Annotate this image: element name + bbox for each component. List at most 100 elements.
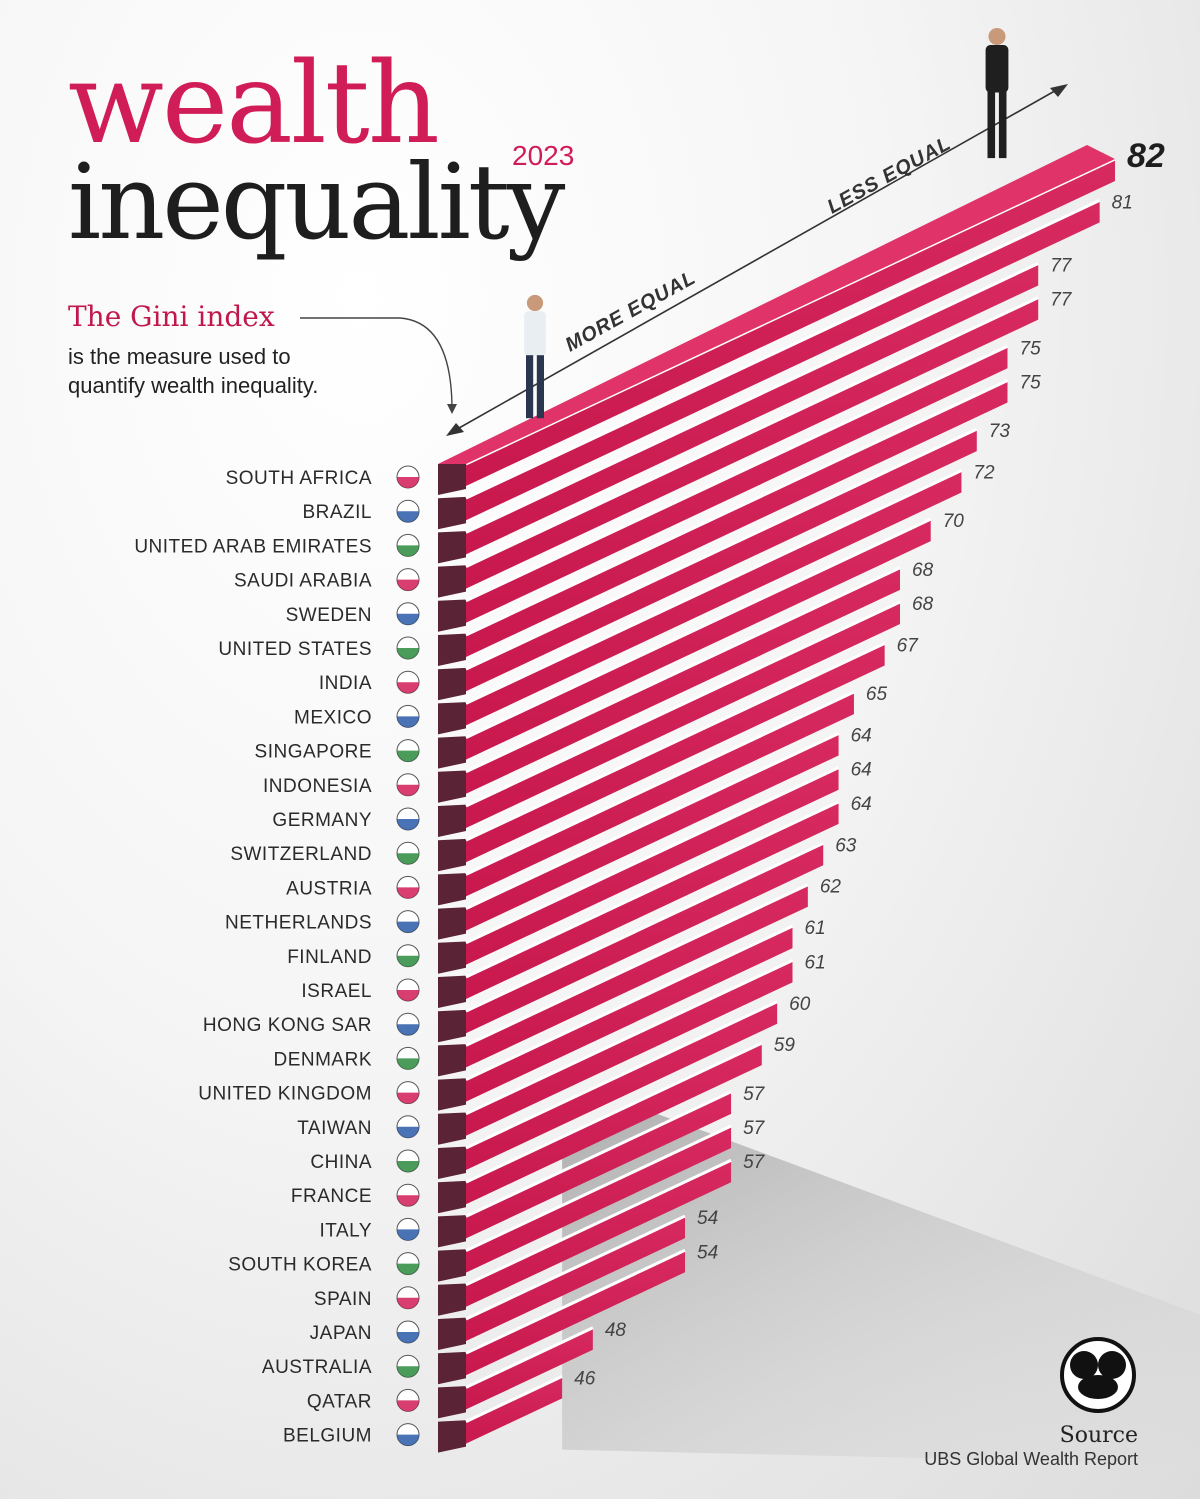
value-label: 81 bbox=[1112, 192, 1133, 213]
bar-top-edge bbox=[465, 642, 886, 842]
source-text: UBS Global Wealth Report bbox=[924, 1449, 1138, 1469]
south-korea-flag-fill bbox=[397, 1263, 419, 1275]
value-label: 77 bbox=[1050, 255, 1073, 276]
country-label: MEXICO bbox=[294, 707, 372, 728]
bar-top-edge bbox=[465, 1326, 594, 1389]
bar-top-edge bbox=[465, 1041, 763, 1184]
bar-side-face bbox=[438, 736, 466, 769]
value-label: 77 bbox=[1050, 290, 1073, 311]
bar bbox=[438, 1326, 594, 1419]
bar-front-face bbox=[466, 263, 1039, 555]
france-flag-fill bbox=[397, 1195, 419, 1207]
value-label: 61 bbox=[805, 952, 826, 973]
taiwan-flag-fill bbox=[397, 1126, 419, 1138]
japan-flag-fill bbox=[397, 1332, 419, 1343]
floor-shadow bbox=[562, 1104, 1200, 1465]
bar-top-edge bbox=[465, 1124, 732, 1252]
bar-front-face bbox=[466, 1091, 732, 1239]
bar-side-face bbox=[438, 873, 466, 906]
bar bbox=[438, 296, 1039, 598]
bar-top-edge bbox=[465, 924, 794, 1081]
united-states-flag-fill bbox=[397, 648, 419, 659]
mexico-flag-fill bbox=[397, 716, 419, 728]
bar-top-edge bbox=[465, 262, 1039, 534]
bar-top-edge bbox=[465, 344, 1009, 603]
value-label: 59 bbox=[774, 1035, 796, 1056]
bar-top-edge bbox=[465, 800, 840, 979]
bar-top-edge bbox=[465, 841, 824, 1013]
country-label: INDIA bbox=[319, 673, 372, 694]
bar bbox=[438, 600, 901, 837]
bar-front-face bbox=[466, 692, 854, 897]
bar-front-face bbox=[466, 884, 808, 1068]
bar-front-face bbox=[466, 470, 962, 726]
bar bbox=[438, 427, 978, 701]
bar-side-face bbox=[438, 565, 466, 598]
bar-top-edge bbox=[465, 1214, 686, 1321]
brazil-flag-fill bbox=[397, 511, 419, 523]
bar bbox=[438, 517, 932, 769]
bar-side-face bbox=[438, 1283, 466, 1316]
country-label: SWITZERLAND bbox=[230, 844, 372, 865]
bar bbox=[438, 800, 840, 1008]
value-label: 63 bbox=[835, 835, 857, 856]
bar bbox=[438, 1248, 686, 1385]
bar bbox=[438, 199, 1101, 530]
bar-front-face bbox=[466, 1376, 563, 1444]
bar bbox=[438, 344, 1009, 632]
value-label: 60 bbox=[789, 994, 811, 1015]
country-label: SINGAPORE bbox=[255, 742, 372, 763]
bar-front-face bbox=[466, 1126, 732, 1273]
country-label: BRAZIL bbox=[302, 502, 372, 523]
bar-side-face bbox=[438, 599, 466, 632]
value-label: 61 bbox=[805, 918, 826, 939]
bar-front-face bbox=[466, 519, 931, 760]
indonesia-flag-fill bbox=[397, 784, 419, 796]
bar-top-edge bbox=[465, 958, 794, 1116]
country-label: NETHERLANDS bbox=[225, 913, 372, 934]
bar bbox=[438, 262, 1039, 564]
value-label: 65 bbox=[866, 684, 888, 705]
country-label: INDONESIA bbox=[263, 776, 372, 797]
year-label: 2023 bbox=[512, 140, 575, 171]
bar-top-edge bbox=[465, 566, 901, 774]
bar-front-face bbox=[466, 1001, 778, 1170]
denmark-flag-fill bbox=[397, 1058, 419, 1070]
bar-front-face bbox=[466, 1250, 685, 1376]
israel-flag-fill bbox=[397, 990, 419, 1001]
bar-side-face bbox=[438, 941, 466, 974]
bar bbox=[438, 1000, 778, 1179]
country-label: FRANCE bbox=[291, 1186, 372, 1207]
australia-flag-fill bbox=[397, 1366, 419, 1378]
country-label: BELGIUM bbox=[283, 1426, 372, 1447]
bar-front-face bbox=[466, 200, 1100, 521]
bar-side-face bbox=[438, 1351, 466, 1385]
bar bbox=[438, 958, 794, 1145]
bar bbox=[438, 732, 840, 940]
value-label: 75 bbox=[1020, 338, 1042, 359]
bar-top-edge bbox=[465, 379, 1009, 637]
sweden-flag-fill bbox=[397, 613, 419, 625]
italy-flag-fill bbox=[397, 1229, 419, 1241]
bar-front-face bbox=[466, 801, 839, 999]
axis-arrow-tail bbox=[446, 423, 464, 436]
saudi-arabia-flag-fill bbox=[397, 579, 419, 591]
bar bbox=[438, 469, 963, 735]
country-label: GERMANY bbox=[272, 810, 372, 831]
spain-flag-fill bbox=[397, 1297, 419, 1309]
axis-label-more-equal: MORE EQUAL bbox=[562, 267, 700, 357]
axis-label-less-equal: LESS EQUAL bbox=[824, 132, 955, 218]
bar-front-face bbox=[466, 643, 885, 863]
bar-side-face bbox=[438, 496, 466, 530]
title-line-1: wealth bbox=[68, 39, 440, 169]
value-label: 57 bbox=[743, 1084, 766, 1105]
bar bbox=[438, 841, 824, 1043]
china-flag-fill bbox=[397, 1161, 419, 1172]
country-label: SAUDI ARABIA bbox=[234, 571, 372, 592]
explainer-arrow bbox=[300, 317, 453, 411]
bar-top-edge bbox=[465, 296, 1039, 568]
switzerland-flag-fill bbox=[397, 853, 419, 865]
value-label: 57 bbox=[743, 1152, 766, 1173]
value-label: 64 bbox=[851, 725, 872, 746]
